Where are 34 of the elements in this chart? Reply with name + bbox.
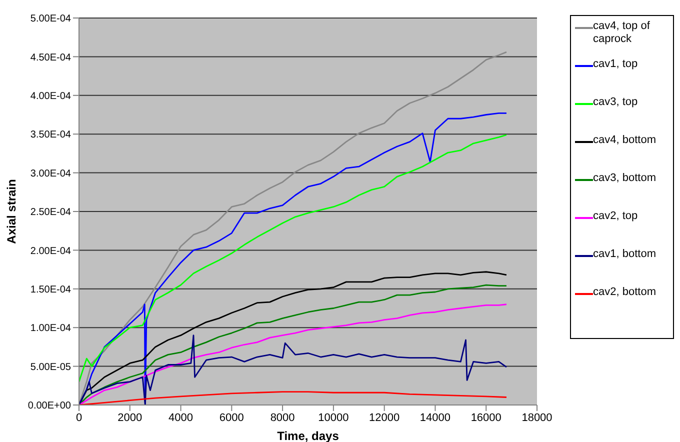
x-tick-label: 8000 [270,412,295,424]
x-tick-label: 18000 [522,412,552,424]
legend-label: cav2, bottom [593,286,656,299]
legend-label: cav4, bottom [593,134,656,147]
x-tick-label: 6000 [219,412,244,424]
x-tick-label: 4000 [168,412,194,424]
y-tick-label: 1.50E-04 [30,284,72,296]
y-tick-label: 4.00E-04 [30,90,72,102]
y-tick-label: 5.00E-04 [30,14,72,25]
x-tick-label: 12000 [369,412,400,424]
y-tick-label: 4.50E-04 [30,52,72,64]
line-series [79,391,508,405]
y-tick-label: 2.50E-04 [30,207,72,218]
legend-label: cav1, top [593,58,638,71]
line-series [79,134,508,382]
legend-label: cav3, bottom [593,172,656,185]
legend-label: cav2, top [593,210,638,223]
line-series [79,304,508,405]
x-tick-label: 16000 [470,412,502,424]
legend-label: cav4, top of caprock [593,20,651,46]
y-tick-label: 0.00E+00 [28,400,72,412]
legend-label: cav3, top [593,96,638,109]
x-tick-label: 2000 [118,412,142,424]
x-tick-label: 10000 [318,412,349,424]
y-tick-label: 5.00E-05 [30,362,72,373]
y-tick-label: 3.00E-04 [30,168,72,180]
x-tick-label: 0 [76,412,82,424]
y-tick-label: 1.00E-04 [30,323,72,334]
y-axis-title: Axial strain [4,179,18,244]
line-series [79,334,508,405]
y-tick-label: 2.00E-04 [30,246,72,257]
legend-label: cav1, bottom [593,248,656,261]
y-tick-label: 3.50E-04 [30,130,72,141]
x-tick-label: 14000 [420,412,451,424]
